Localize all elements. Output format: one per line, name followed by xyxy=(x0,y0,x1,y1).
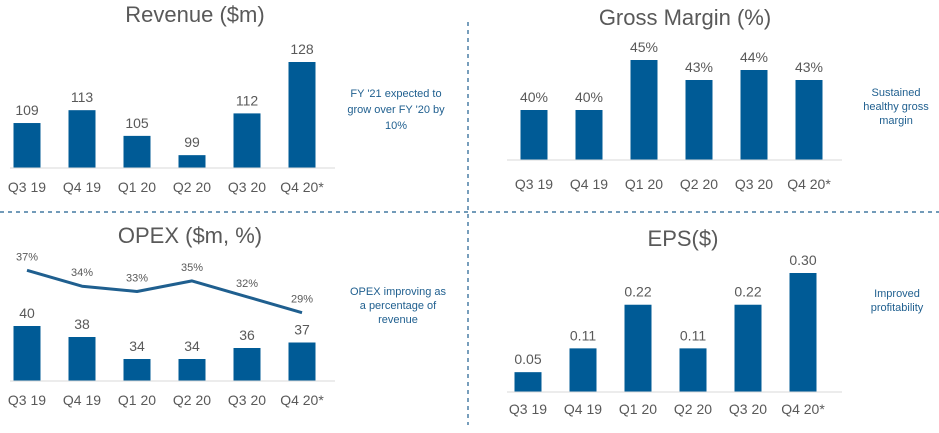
bar-value-label: 0.22 xyxy=(734,284,761,300)
x-tick-label: Q4 20* xyxy=(280,392,324,408)
annotation-text: grow over FY '20 by xyxy=(347,104,445,116)
x-tick-label: Q2 20 xyxy=(173,392,211,408)
line-value-label: 29% xyxy=(291,294,313,306)
x-tick-label: Q3 20 xyxy=(729,401,767,417)
bar xyxy=(13,123,41,168)
x-tick-label: Q2 20 xyxy=(674,401,712,417)
bar xyxy=(68,337,96,381)
opex-chart: OPEX ($m, %) 40 Q3 19 38 Q4 19 34 Q1 20 34 Q2 20… xyxy=(8,223,447,408)
x-tick-label: Q4 19 xyxy=(63,392,101,408)
bar-value-label: 38 xyxy=(74,316,90,332)
bar xyxy=(288,62,316,168)
bar xyxy=(123,135,151,168)
x-tick-label: Q3 19 xyxy=(509,401,547,417)
bar xyxy=(123,359,151,381)
annotation-text: a percentage of xyxy=(360,300,437,312)
bar-value-label: 0.11 xyxy=(570,327,596,343)
bar xyxy=(685,80,713,160)
x-tick-label: Q3 19 xyxy=(515,176,553,192)
x-tick-label: Q2 20 xyxy=(680,176,718,192)
bar xyxy=(734,304,762,392)
annotation-text: 10% xyxy=(385,120,407,132)
bar xyxy=(68,110,96,168)
x-tick-label: Q4 20* xyxy=(787,176,831,192)
bar xyxy=(575,110,603,160)
annotation-text: Improved xyxy=(874,288,920,300)
annotation-text: Sustained xyxy=(872,87,921,99)
bar-value-label: 36 xyxy=(239,327,255,343)
bar-value-label: 40 xyxy=(19,305,35,321)
x-tick-label: Q3 20 xyxy=(735,176,773,192)
bar-value-label: 37 xyxy=(294,322,310,338)
bar-value-label: 0.05 xyxy=(514,351,541,367)
bar xyxy=(13,326,41,381)
bar xyxy=(178,155,206,168)
bar xyxy=(520,110,548,160)
x-tick-label: Q4 19 xyxy=(63,179,101,195)
line-value-label: 35% xyxy=(181,262,203,274)
bar xyxy=(789,273,817,392)
bar xyxy=(233,113,261,168)
x-tick-label: Q3 20 xyxy=(228,179,266,195)
annotation-text: OPEX improving as xyxy=(350,286,446,298)
bar-value-label: 0.30 xyxy=(789,252,816,268)
x-tick-label: Q1 20 xyxy=(625,176,663,192)
x-tick-label: Q1 20 xyxy=(118,392,156,408)
x-tick-label: Q3 19 xyxy=(8,179,46,195)
bar xyxy=(679,348,707,392)
eps-chart: EPS($) 0.05 Q3 19 0.11 Q4 19 0.22 Q1 20 0.11 Q2 … xyxy=(507,226,924,417)
bar xyxy=(624,304,652,392)
bar-value-label: 109 xyxy=(15,102,39,118)
bar-value-label: 43% xyxy=(795,59,823,75)
x-tick-label: Q4 20* xyxy=(280,179,324,195)
x-tick-label: Q4 19 xyxy=(570,176,608,192)
line-value-label: 34% xyxy=(71,267,93,279)
x-tick-label: Q2 20 xyxy=(173,179,211,195)
bar xyxy=(178,359,206,381)
chart-title: Revenue ($m) xyxy=(125,2,264,27)
bar-value-label: 43% xyxy=(685,59,713,75)
bar-value-label: 40% xyxy=(575,89,603,105)
x-tick-label: Q1 20 xyxy=(118,179,156,195)
annotation-text: revenue xyxy=(378,314,418,326)
x-tick-label: Q1 20 xyxy=(619,401,657,417)
revenue-chart: Revenue ($m) 109 Q3 19 113 Q4 19 105 Q1 20 99 Q2… xyxy=(8,2,445,195)
bar xyxy=(569,348,597,392)
chart-title: Gross Margin (%) xyxy=(599,5,771,30)
line-value-label: 33% xyxy=(126,273,148,285)
bar xyxy=(630,60,658,160)
line-value-label: 37% xyxy=(16,251,38,263)
chart-title: EPS($) xyxy=(648,226,719,251)
bar-value-label: 112 xyxy=(236,92,259,108)
bar-value-label: 45% xyxy=(630,39,658,55)
x-tick-label: Q4 19 xyxy=(564,401,602,417)
bar xyxy=(288,342,316,381)
bar-value-label: 44% xyxy=(740,49,768,65)
x-tick-label: Q3 20 xyxy=(228,392,266,408)
opex-percent-line xyxy=(26,268,303,315)
bar xyxy=(233,348,261,381)
gross-margin-chart: Gross Margin (%) 40% Q3 19 40% Q4 19 45% Q1 20… xyxy=(507,5,929,192)
bar-value-label: 40% xyxy=(520,89,548,105)
annotation-text: FY '21 expected to xyxy=(350,88,441,100)
bar-value-label: 113 xyxy=(71,89,94,105)
bar xyxy=(740,70,768,160)
bar xyxy=(514,372,542,392)
line-value-label: 32% xyxy=(236,278,258,290)
bar-value-label: 128 xyxy=(290,41,314,57)
chart-title: OPEX ($m, %) xyxy=(118,223,262,248)
bar-value-label: 99 xyxy=(184,134,200,150)
bar-value-label: 0.11 xyxy=(680,327,706,343)
bar xyxy=(795,80,823,160)
x-tick-label: Q4 20* xyxy=(781,401,825,417)
bar-value-label: 105 xyxy=(125,115,149,131)
x-tick-label: Q3 19 xyxy=(8,392,46,408)
bar-value-label: 34 xyxy=(129,338,145,354)
bar-value-label: 0.22 xyxy=(624,284,651,300)
bar-value-label: 34 xyxy=(184,338,200,354)
annotation-text: healthy gross xyxy=(863,101,929,113)
annotation-text: margin xyxy=(879,115,913,127)
annotation-text: profitability xyxy=(871,302,924,314)
